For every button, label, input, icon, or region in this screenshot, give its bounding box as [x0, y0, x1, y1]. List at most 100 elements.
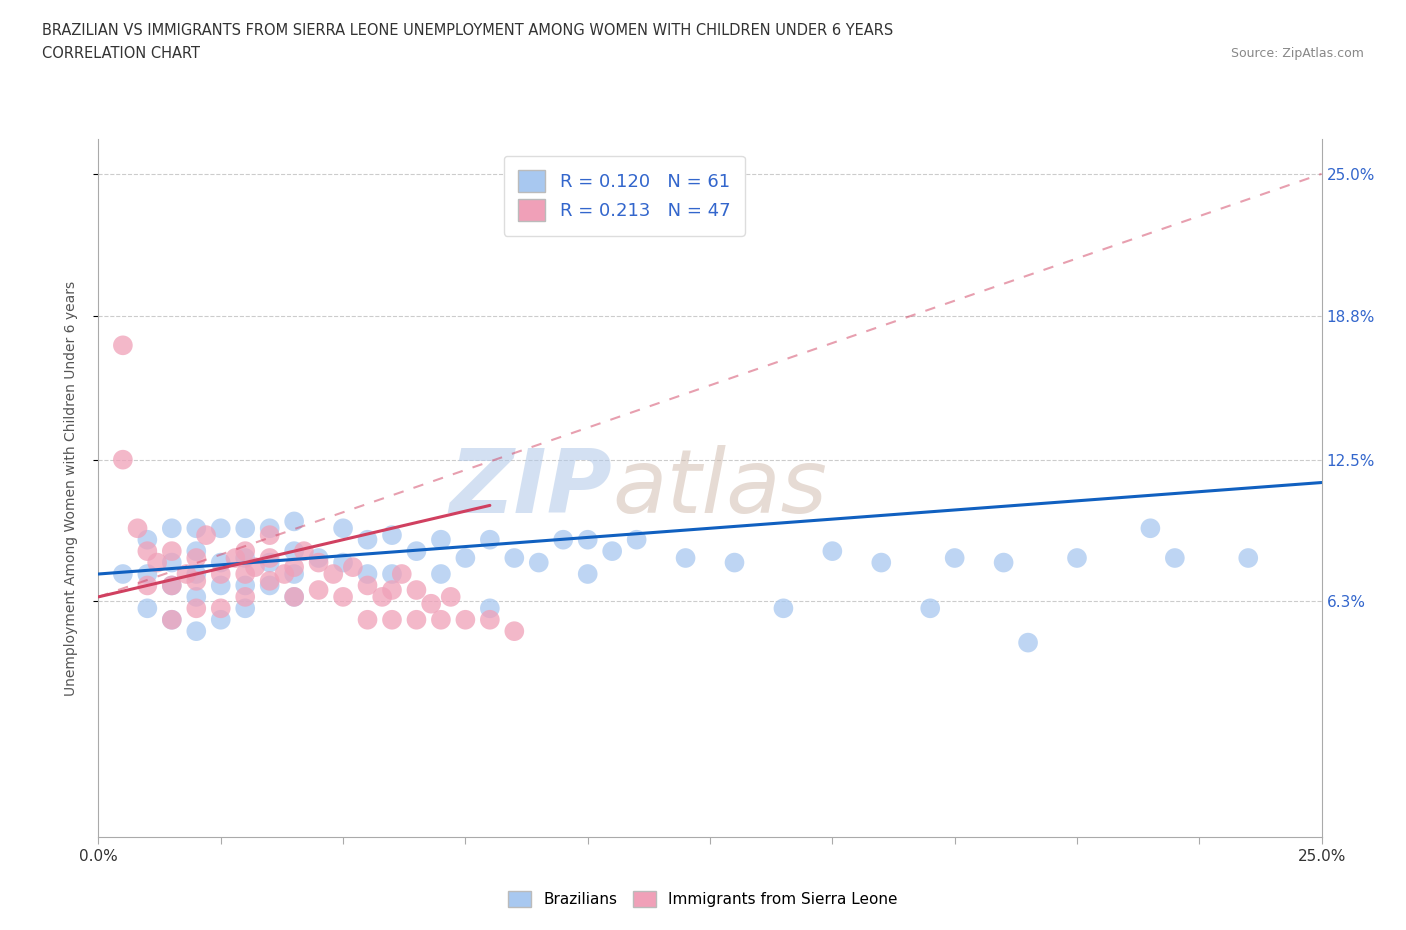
Point	[503, 551, 526, 565]
Point	[160, 578, 183, 593]
Point	[160, 521, 183, 536]
Point	[332, 555, 354, 570]
Point	[356, 566, 378, 581]
Point	[405, 544, 427, 559]
Point	[454, 612, 477, 627]
Point	[283, 590, 305, 604]
Point	[186, 574, 208, 589]
Point	[186, 601, 208, 616]
Point	[160, 578, 183, 593]
Point	[332, 590, 354, 604]
Point	[233, 551, 256, 565]
Point	[136, 601, 159, 616]
Point	[1139, 521, 1161, 536]
Point	[381, 566, 404, 581]
Point	[772, 601, 794, 616]
Point	[233, 578, 256, 593]
Point	[381, 612, 404, 627]
Point	[576, 532, 599, 547]
Point	[259, 578, 281, 593]
Point	[209, 601, 232, 616]
Point	[723, 555, 745, 570]
Point	[1066, 551, 1088, 565]
Point	[576, 566, 599, 581]
Point	[233, 566, 256, 581]
Point	[136, 532, 159, 547]
Point	[391, 566, 413, 581]
Point	[283, 560, 305, 575]
Point	[870, 555, 893, 570]
Point	[440, 590, 463, 604]
Point	[430, 612, 453, 627]
Point	[405, 582, 427, 597]
Point	[111, 452, 134, 467]
Point	[186, 624, 208, 639]
Point	[356, 612, 378, 627]
Point	[943, 551, 966, 565]
Point	[259, 555, 281, 570]
Point	[478, 532, 501, 547]
Point	[1164, 551, 1187, 565]
Point	[626, 532, 648, 547]
Point	[209, 521, 232, 536]
Point	[259, 527, 281, 542]
Point	[283, 566, 305, 581]
Point	[332, 521, 354, 536]
Point	[233, 544, 256, 559]
Point	[478, 612, 501, 627]
Point	[283, 514, 305, 529]
Point	[160, 612, 183, 627]
Point	[283, 544, 305, 559]
Legend: R = 0.120   N = 61, R = 0.213   N = 47: R = 0.120 N = 61, R = 0.213 N = 47	[503, 155, 745, 235]
Point	[233, 590, 256, 604]
Text: atlas: atlas	[612, 445, 827, 531]
Point	[243, 560, 266, 575]
Point	[292, 544, 315, 559]
Point	[527, 555, 550, 570]
Point	[111, 338, 134, 352]
Point	[308, 551, 330, 565]
Point	[160, 555, 183, 570]
Point	[233, 601, 256, 616]
Point	[420, 596, 443, 611]
Point	[553, 532, 575, 547]
Legend: Brazilians, Immigrants from Sierra Leone: Brazilians, Immigrants from Sierra Leone	[502, 884, 904, 913]
Point	[356, 532, 378, 547]
Text: Source: ZipAtlas.com: Source: ZipAtlas.com	[1230, 46, 1364, 60]
Point	[127, 521, 149, 536]
Point	[821, 544, 844, 559]
Point	[430, 566, 453, 581]
Y-axis label: Unemployment Among Women with Children Under 6 years: Unemployment Among Women with Children U…	[63, 281, 77, 696]
Point	[454, 551, 477, 565]
Point	[209, 578, 232, 593]
Point	[259, 574, 281, 589]
Point	[1017, 635, 1039, 650]
Text: BRAZILIAN VS IMMIGRANTS FROM SIERRA LEONE UNEMPLOYMENT AMONG WOMEN WITH CHILDREN: BRAZILIAN VS IMMIGRANTS FROM SIERRA LEON…	[42, 23, 893, 38]
Point	[308, 555, 330, 570]
Point	[224, 551, 246, 565]
Text: CORRELATION CHART: CORRELATION CHART	[42, 46, 200, 61]
Point	[600, 544, 623, 559]
Point	[209, 612, 232, 627]
Point	[381, 527, 404, 542]
Point	[186, 521, 208, 536]
Point	[920, 601, 942, 616]
Point	[675, 551, 697, 565]
Point	[503, 624, 526, 639]
Point	[160, 544, 183, 559]
Point	[233, 521, 256, 536]
Point	[308, 582, 330, 597]
Point	[186, 551, 208, 565]
Point	[259, 521, 281, 536]
Point	[136, 566, 159, 581]
Point	[478, 601, 501, 616]
Text: ZIP: ZIP	[450, 445, 612, 532]
Point	[195, 527, 218, 542]
Point	[1237, 551, 1260, 565]
Point	[111, 566, 134, 581]
Point	[209, 555, 232, 570]
Point	[342, 560, 364, 575]
Point	[993, 555, 1015, 570]
Point	[136, 578, 159, 593]
Point	[136, 544, 159, 559]
